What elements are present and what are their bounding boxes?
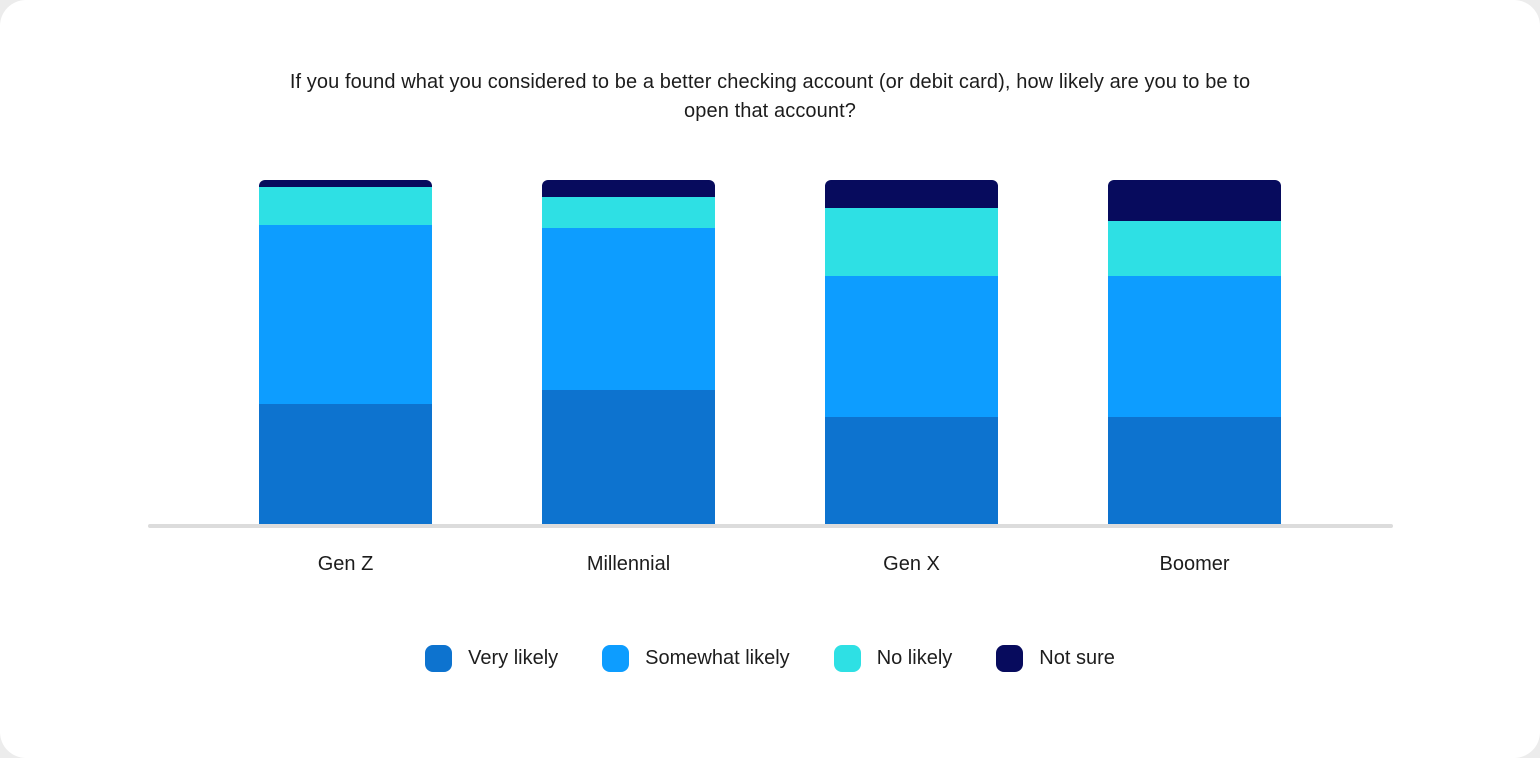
bar-segment-very-likely (259, 403, 432, 524)
chart-title: If you found what you considered to be a… (289, 71, 1251, 122)
category-labels-row: Gen Z Millennial Gen X Boomer (0, 553, 1540, 576)
bar-segment-very-likely (1108, 417, 1281, 524)
legend-swatch-icon (833, 645, 861, 672)
bar-segment-not-sure (542, 180, 715, 198)
legend-label: Somewhat likely (645, 647, 790, 669)
bars-row (0, 180, 1540, 524)
bar-segment-somewhat-likely (1108, 276, 1281, 418)
legend: Very likely Somewhat likely No likely Not s… (0, 645, 1540, 672)
bar-millennial (542, 180, 715, 524)
legend-swatch-icon (602, 645, 630, 672)
legend-item-very-likely: Very likely (425, 645, 558, 672)
bar-segment-no-likely (825, 207, 998, 277)
legend-item-not-sure: Not sure (996, 645, 1115, 672)
bar-segment-not-sure (1108, 180, 1281, 222)
legend-label: Very likely (468, 647, 559, 669)
category-label-boomer: Boomer (1159, 553, 1230, 575)
bar-segment-no-likely (1108, 221, 1281, 277)
bar-boomer (1108, 180, 1281, 524)
category-label-millennial: Millennial (586, 553, 671, 575)
bar-segment-very-likely (825, 417, 998, 524)
bar-gen-x (825, 180, 998, 524)
bar-segment-not-sure (825, 180, 998, 208)
legend-label: Not sure (1039, 647, 1115, 669)
legend-item-no-likely: No likely (833, 645, 953, 672)
bar-gen-z (259, 180, 432, 524)
bar-segment-somewhat-likely (542, 228, 715, 390)
legend-swatch-icon (425, 645, 453, 672)
category-label-gen-x: Gen X (883, 553, 940, 575)
x-axis-line (148, 524, 1393, 528)
bar-segment-no-likely (542, 197, 715, 229)
legend-swatch-icon (996, 645, 1024, 672)
bar-segment-no-likely (259, 186, 432, 225)
legend-label: No likely (876, 647, 953, 669)
legend-item-somewhat-likely: Somewhat likely (602, 645, 790, 672)
bar-segment-not-sure (259, 180, 432, 187)
bar-segment-somewhat-likely (825, 276, 998, 418)
category-label-gen-z: Gen Z (317, 553, 374, 575)
bar-segment-very-likely (542, 389, 715, 524)
bar-segment-somewhat-likely (259, 224, 432, 404)
